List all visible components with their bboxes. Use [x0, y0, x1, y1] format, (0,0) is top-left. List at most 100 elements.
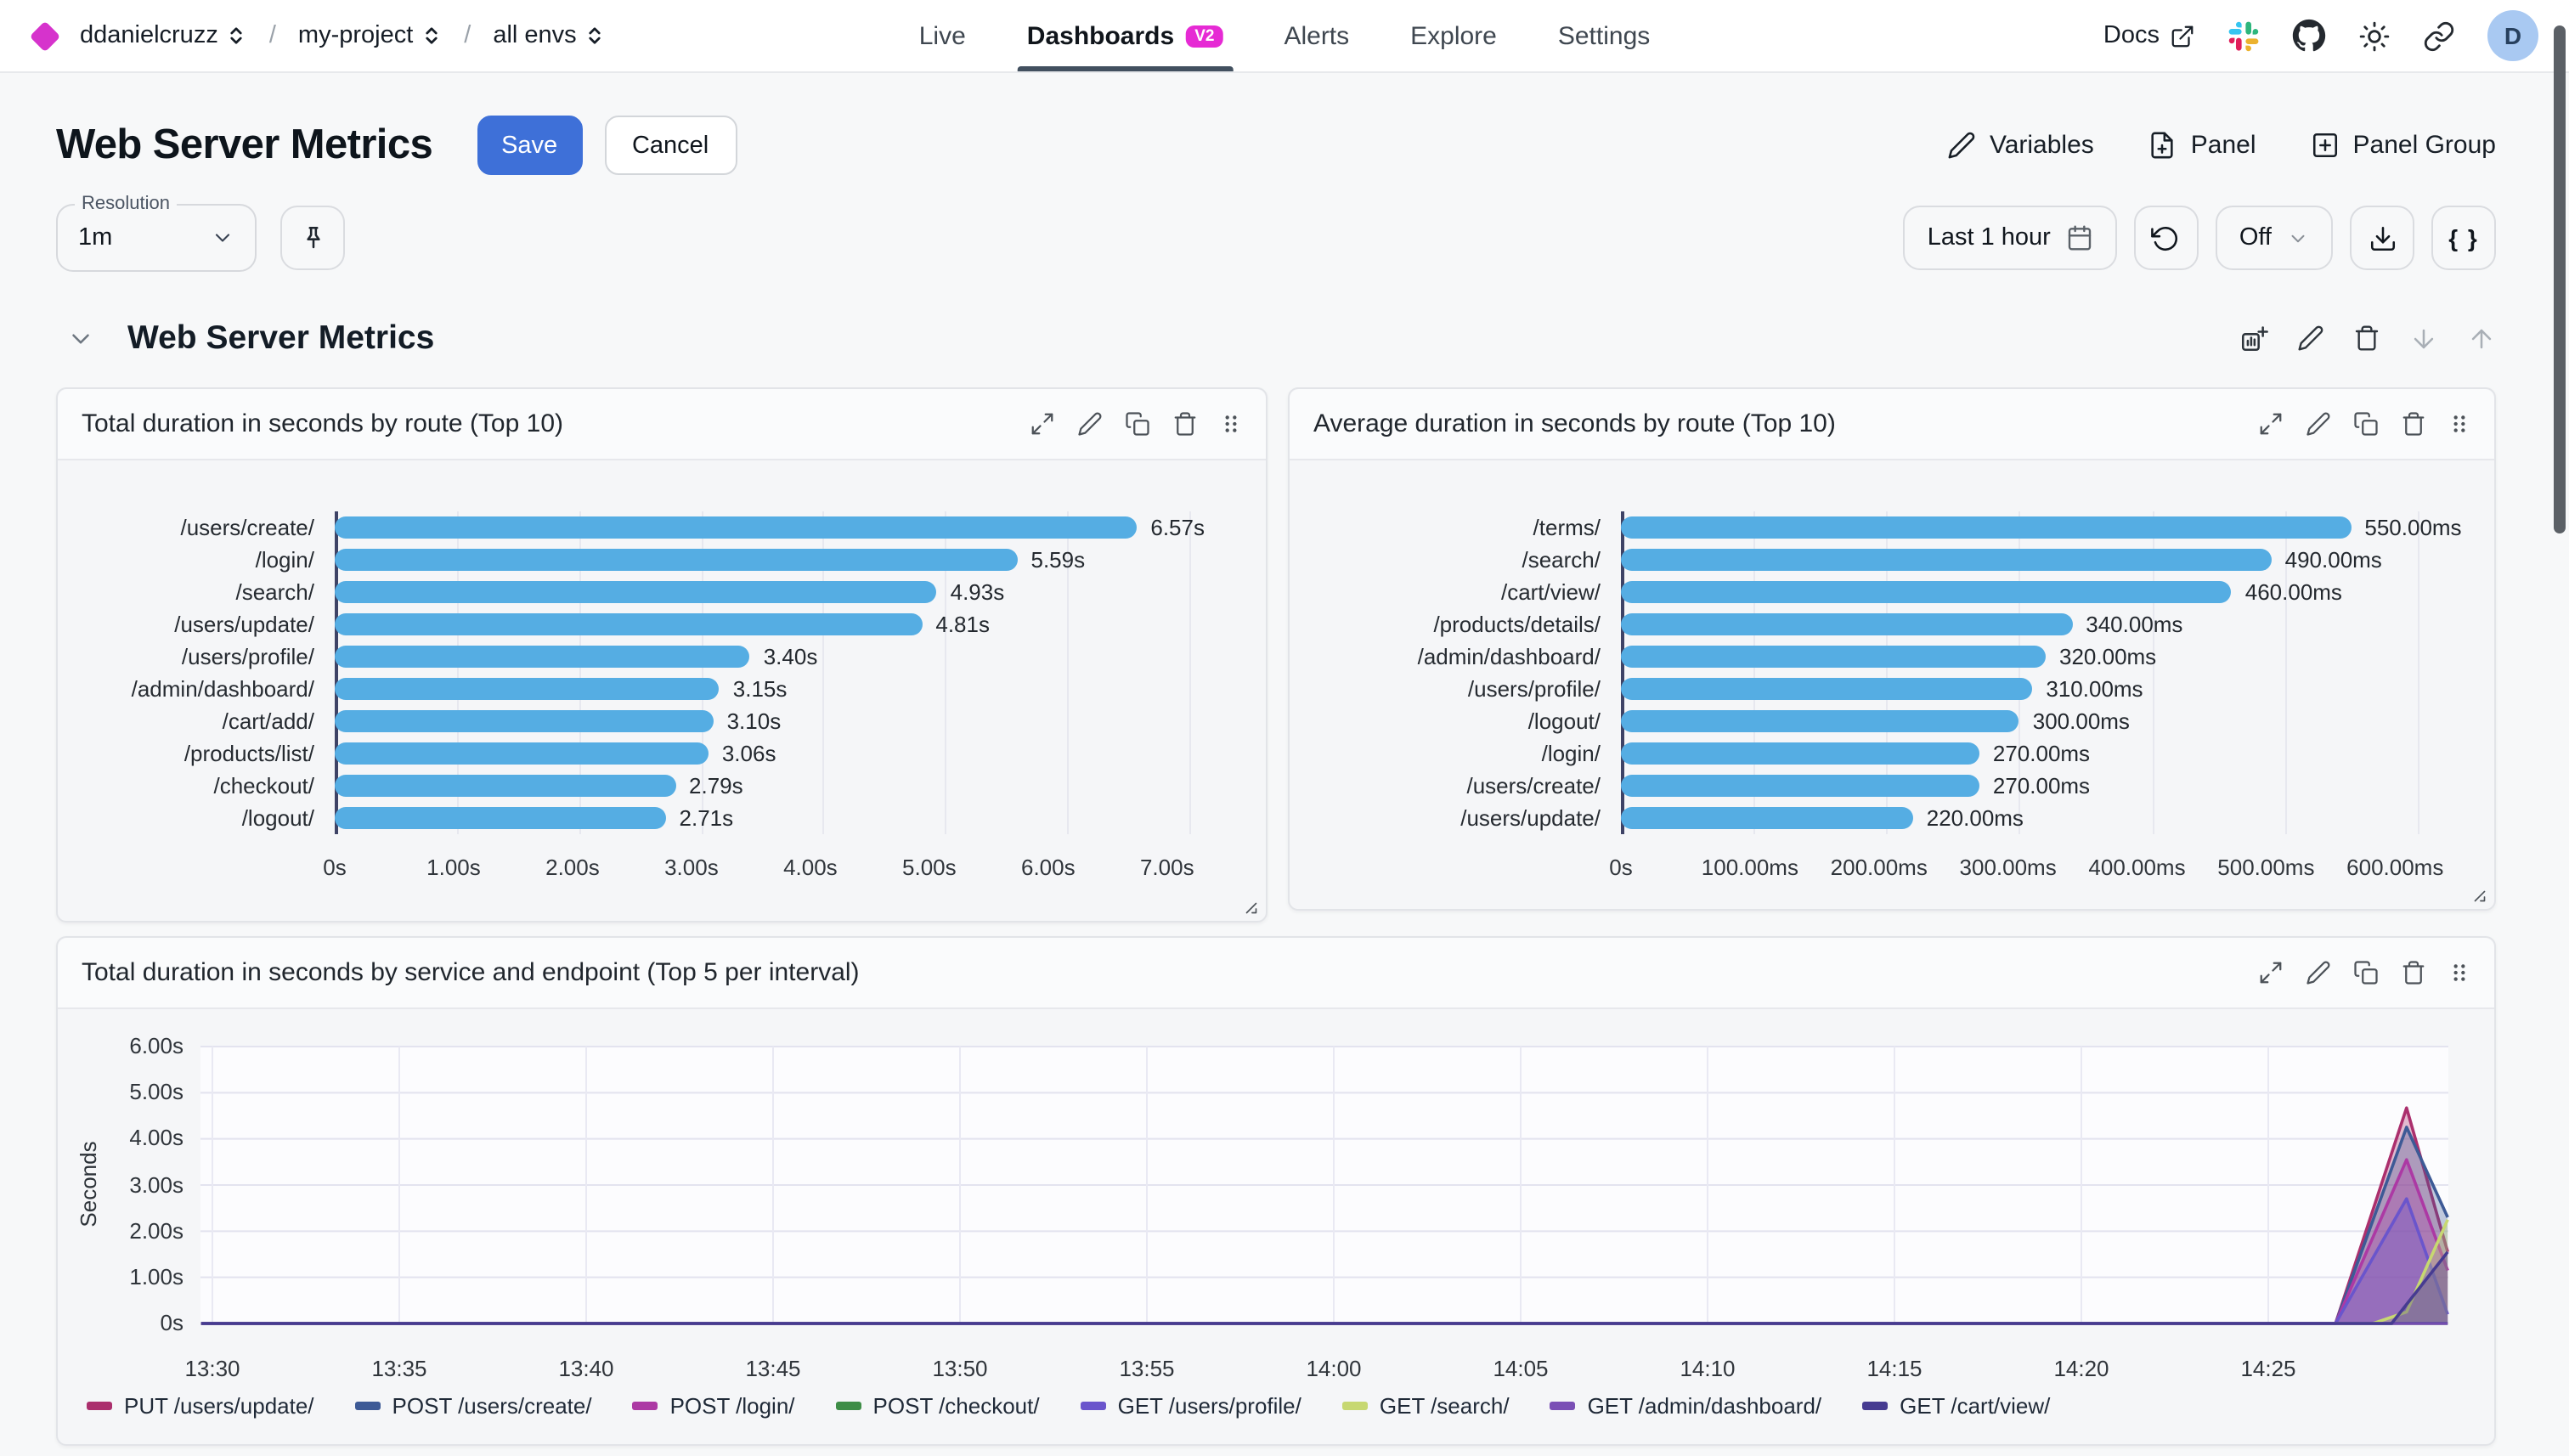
drag-handle-icon[interactable] [2448, 960, 2470, 985]
bar-chart-row: /logout/2.71s [58, 802, 1242, 834]
panel-resize-handle[interactable] [1242, 899, 1261, 917]
bar[interactable] [335, 678, 720, 700]
tab-explore[interactable]: Explore [1410, 21, 1497, 50]
legend-item[interactable]: GET /search/ [1341, 1393, 1510, 1419]
expand-panel-button[interactable] [2258, 411, 2284, 437]
add-panel-button[interactable]: Panel [2148, 131, 2256, 160]
legend-item[interactable]: POST /checkout/ [835, 1393, 1040, 1419]
legend-item[interactable]: GET /admin/dashboard/ [1550, 1393, 1821, 1419]
slack-icon [2228, 20, 2259, 51]
bar[interactable] [335, 516, 1138, 539]
bar[interactable] [1621, 516, 2352, 539]
bar[interactable] [1621, 581, 2232, 603]
panel-title: Average duration in seconds by route (To… [1313, 409, 1836, 438]
panel-resize-handle[interactable] [2470, 887, 2489, 906]
json-view-button[interactable]: { } [2431, 206, 2496, 270]
add-chart-button[interactable] [2239, 324, 2268, 353]
tab-live[interactable]: Live [918, 21, 966, 50]
bar[interactable] [1621, 807, 1913, 829]
time-range-picker[interactable]: Last 1 hour [1903, 206, 2117, 270]
theme-toggle[interactable] [2358, 20, 2391, 52]
gridline [2417, 511, 2419, 834]
y-axis-line [1621, 511, 1624, 834]
bar[interactable] [1621, 549, 2272, 571]
tab-alerts[interactable]: Alerts [1284, 21, 1350, 50]
delete-panel-button[interactable] [1172, 411, 1198, 437]
panel-actions [2258, 411, 2470, 437]
delete-panel-button[interactable] [2401, 411, 2426, 437]
bar[interactable] [1621, 775, 1979, 797]
slack-link[interactable] [2227, 20, 2260, 52]
bar[interactable] [1621, 613, 2073, 635]
delete-panel-button[interactable] [2401, 960, 2426, 985]
delete-group-button[interactable] [2353, 324, 2380, 352]
collapse-group-button[interactable] [66, 324, 95, 353]
bar[interactable] [1621, 678, 2033, 700]
duplicate-panel-button[interactable] [2353, 960, 2379, 985]
edit-group-button[interactable] [2297, 324, 2324, 352]
breadcrumb-org-selector[interactable]: ddanielcruzz [80, 22, 247, 49]
breadcrumb-env-selector[interactable]: all envs [493, 22, 605, 49]
time-series-plot[interactable] [200, 1046, 2449, 1327]
brand-logo-icon[interactable] [29, 20, 61, 52]
move-group-up-button[interactable] [2467, 324, 2496, 353]
bar[interactable] [335, 549, 1018, 571]
share-link-button[interactable] [2423, 20, 2455, 52]
bar[interactable] [335, 581, 937, 603]
expand-panel-button[interactable] [2258, 960, 2284, 985]
edit-panel-button[interactable] [1077, 411, 1103, 437]
legend-item[interactable]: GET /cart/view/ [1862, 1393, 2050, 1419]
bar[interactable] [335, 742, 709, 765]
trash-icon [2402, 961, 2425, 985]
auto-refresh-select[interactable]: Off [2215, 206, 2333, 270]
tab-dashboards[interactable]: Dashboards V2 [1016, 0, 1234, 71]
bar[interactable] [335, 710, 714, 732]
edit-icon [2306, 412, 2330, 436]
bar-track: 320.00ms [1621, 646, 2470, 668]
drag-handle-icon[interactable] [1220, 411, 1242, 437]
github-link[interactable] [2292, 19, 2326, 53]
series-area [200, 1108, 2448, 1323]
legend-item[interactable]: POST /login/ [632, 1393, 795, 1419]
save-button[interactable]: Save [477, 116, 583, 175]
x-tick-label: 200.00ms [1830, 855, 1928, 880]
x-tick-label: 600.00ms [2346, 855, 2444, 880]
pin-button[interactable] [280, 206, 345, 270]
tab-settings[interactable]: Settings [1557, 21, 1651, 50]
bar-chart: /terms/550.00ms/search/490.00ms/cart/vie… [1290, 460, 2494, 892]
expand-panel-button[interactable] [1030, 411, 1055, 437]
edit-panel-button[interactable] [2306, 411, 2331, 437]
page-scrollbar[interactable] [2554, 25, 2566, 533]
cancel-button[interactable]: Cancel [604, 116, 737, 175]
bar[interactable] [335, 613, 923, 635]
docs-link[interactable]: Docs [2103, 22, 2195, 49]
edit-panel-button[interactable] [2306, 960, 2331, 985]
add-panel-group-button[interactable]: Panel Group [2311, 131, 2496, 160]
legend-item[interactable]: GET /users/profile/ [1080, 1393, 1301, 1419]
bar[interactable] [1621, 742, 1979, 765]
legend-item[interactable]: POST /users/create/ [354, 1393, 592, 1419]
duplicate-panel-button[interactable] [2353, 411, 2379, 437]
resolution-label: Resolution [75, 194, 177, 214]
chevron-updown-icon [231, 27, 243, 44]
legend-item[interactable]: PUT /users/update/ [87, 1393, 314, 1419]
duplicate-panel-button[interactable] [1125, 411, 1150, 437]
download-button[interactable] [2350, 206, 2414, 270]
drag-handle-icon[interactable] [2448, 411, 2470, 437]
refresh-button[interactable] [2133, 206, 2199, 270]
bar[interactable] [1621, 710, 2019, 732]
bar[interactable] [335, 775, 676, 797]
bar-chart-row: /users/profile/3.40s [58, 641, 1242, 673]
bar[interactable] [335, 646, 750, 668]
breadcrumb-project-selector[interactable]: my-project [298, 22, 442, 49]
file-plus-icon [2152, 132, 2174, 159]
bar[interactable] [1621, 646, 2046, 668]
avatar[interactable]: D [2487, 10, 2538, 61]
legend-label: GET /search/ [1379, 1393, 1510, 1419]
bar[interactable] [335, 807, 666, 829]
bar-value-label: 5.59s [1030, 547, 1086, 573]
resolution-select[interactable]: Resolution 1m [56, 194, 257, 272]
move-group-down-button[interactable] [2409, 324, 2438, 353]
variables-button[interactable]: Variables [1947, 131, 2094, 160]
